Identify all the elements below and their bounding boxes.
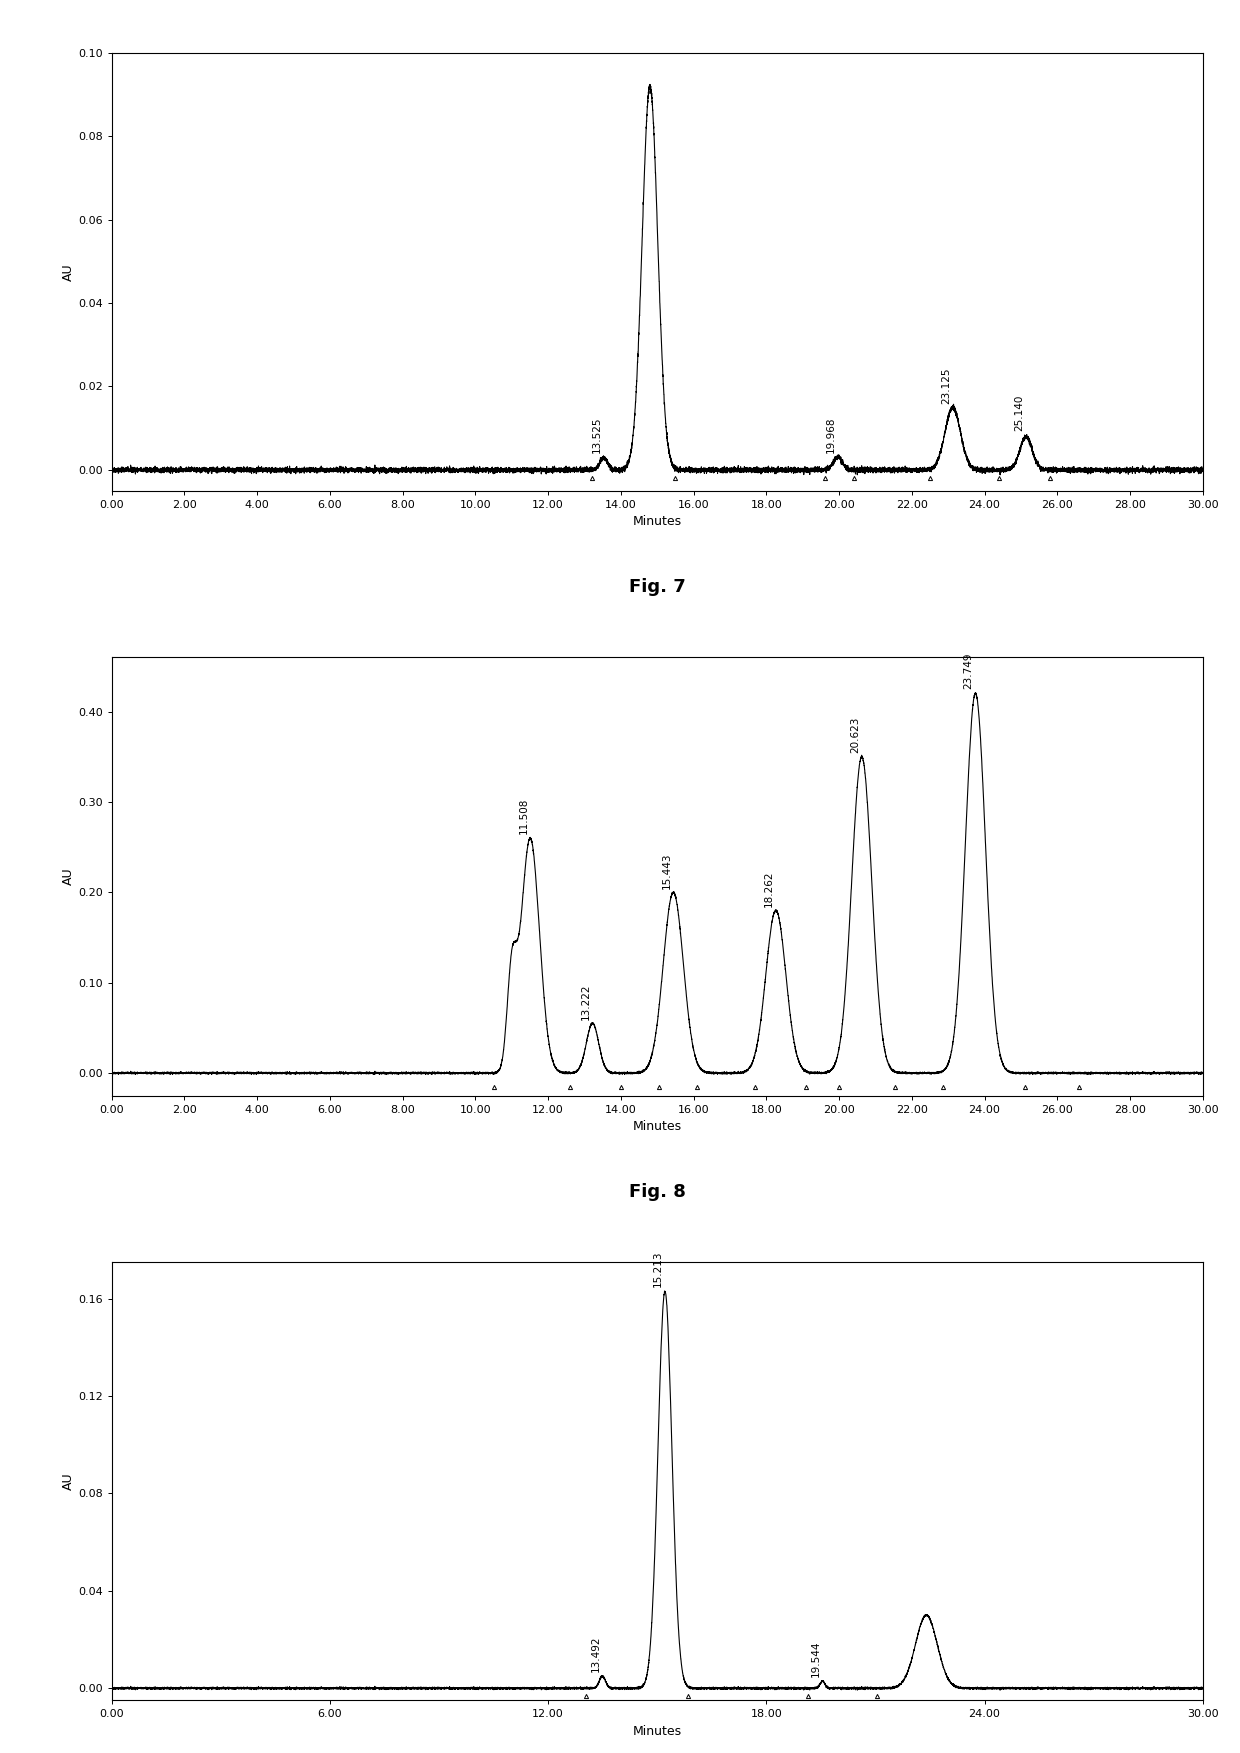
X-axis label: Minutes: Minutes [632,515,682,528]
Text: 19.968: 19.968 [826,415,836,452]
Text: Fig. 8: Fig. 8 [629,1183,686,1201]
Y-axis label: AU: AU [62,263,76,280]
Text: 11.508: 11.508 [518,798,528,834]
Text: 23.125: 23.125 [941,368,951,405]
X-axis label: Minutes: Minutes [632,1120,682,1132]
Text: 15.213: 15.213 [653,1250,663,1287]
Text: 20.623: 20.623 [849,717,859,754]
Text: 25.140: 25.140 [1014,394,1024,431]
Text: 13.492: 13.492 [590,1636,600,1672]
Text: Fig. 7: Fig. 7 [629,578,686,596]
Text: 13.222: 13.222 [580,983,590,1020]
Text: 18.262: 18.262 [764,869,774,906]
X-axis label: Minutes: Minutes [632,1725,682,1737]
Text: 13.525: 13.525 [591,417,601,452]
Text: 23.749: 23.749 [963,652,973,689]
Y-axis label: AU: AU [62,1473,76,1490]
Text: 19.544: 19.544 [811,1641,821,1678]
Text: 15.443: 15.443 [661,854,672,889]
Y-axis label: AU: AU [62,868,76,885]
